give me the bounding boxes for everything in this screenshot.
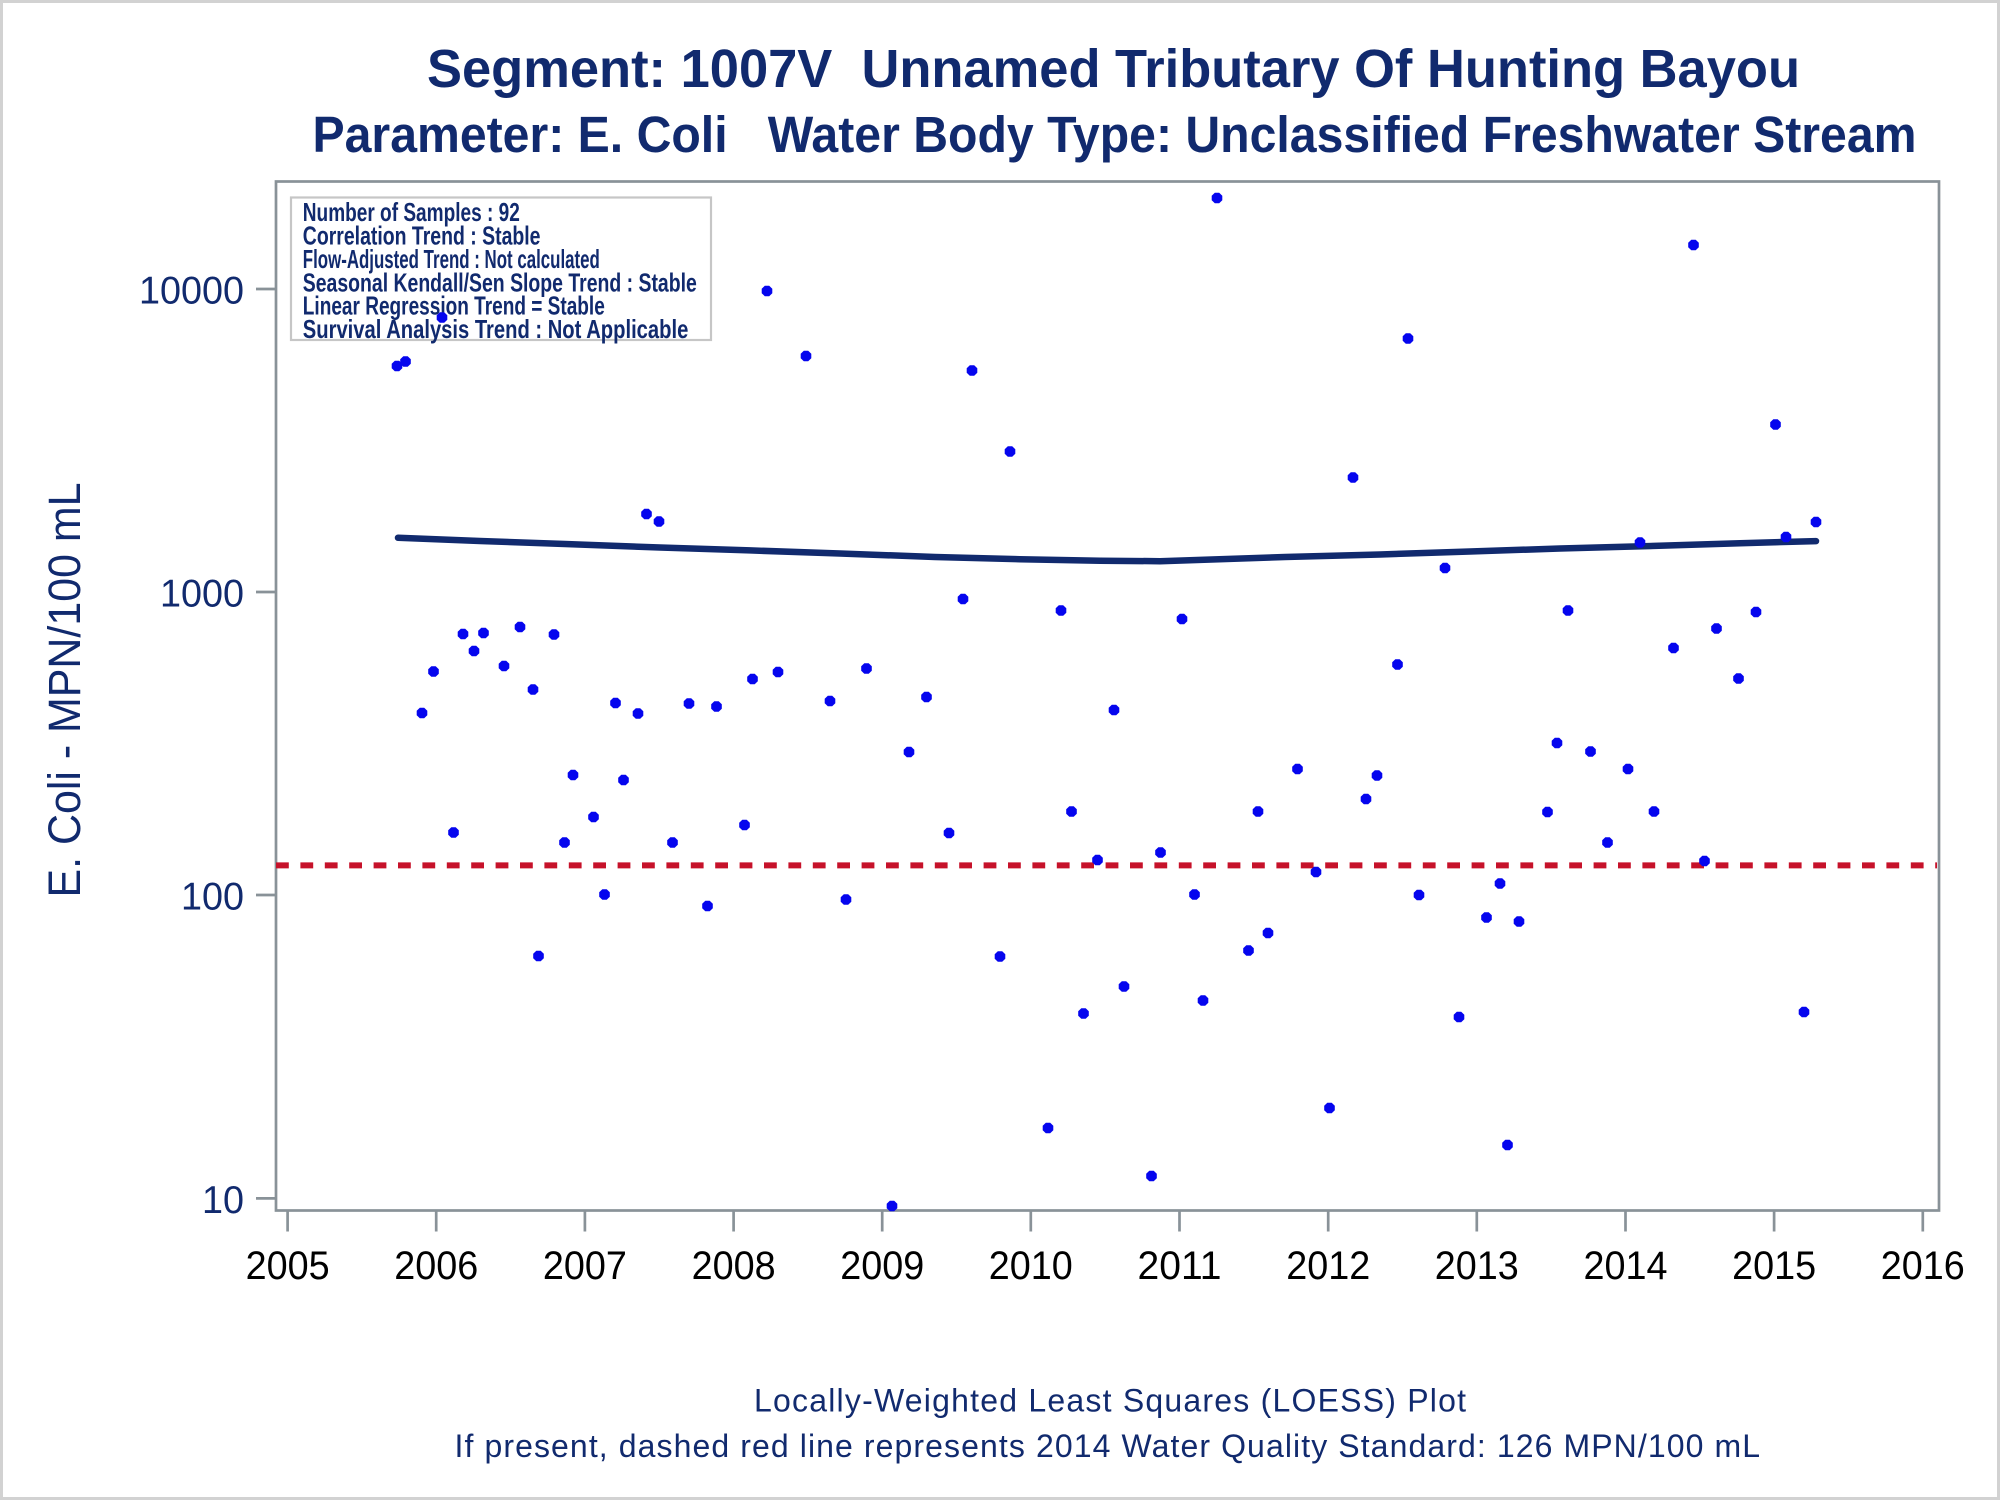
svg-text:2006: 2006 (394, 1244, 478, 1288)
svg-text:Survival Analysis Trend : Not: Survival Analysis Trend : Not Applicable (303, 314, 689, 344)
svg-text:2009: 2009 (840, 1244, 924, 1288)
svg-text:Linear Regression Trend = Stab: Linear Regression Trend = Stable (303, 291, 605, 321)
svg-text:2016: 2016 (1881, 1244, 1965, 1288)
svg-text:2012: 2012 (1286, 1244, 1370, 1288)
svg-text:100: 100 (181, 876, 244, 919)
svg-text:2005: 2005 (246, 1244, 330, 1288)
svg-text:1000: 1000 (160, 573, 244, 616)
svg-text:2013: 2013 (1435, 1244, 1519, 1288)
svg-text:2008: 2008 (692, 1244, 776, 1288)
svg-text:10000: 10000 (139, 270, 244, 313)
svg-text:10: 10 (202, 1179, 244, 1222)
svg-text:Segment: 1007V Unnamed Tribut: Segment: 1007V Unnamed Tributary Of Hunt… (427, 39, 1800, 99)
svg-text:Flow-Adjusted Trend : Not calc: Flow-Adjusted Trend : Not calculated (303, 244, 600, 274)
svg-text:Seasonal Kendall/Sen Slope Tre: Seasonal Kendall/Sen Slope Trend : Stabl… (303, 267, 697, 297)
svg-text:E. Coli - MPN/100 mL: E. Coli - MPN/100 mL (39, 483, 90, 898)
svg-text:2010: 2010 (989, 1244, 1073, 1288)
svg-text:Parameter: E. Coli Water Bod: Parameter: E. Coli Water Body Type: Uncl… (313, 106, 1917, 163)
svg-text:Locally-Weighted Least Squares: Locally-Weighted Least Squares (LOESS) P… (754, 1382, 1466, 1418)
svg-text:2014: 2014 (1584, 1244, 1668, 1288)
svg-text:If present, dashed red line re: If present, dashed red line represents 2… (455, 1428, 1760, 1464)
svg-text:2015: 2015 (1732, 1244, 1816, 1288)
svg-text:2011: 2011 (1138, 1244, 1222, 1288)
svg-text:2007: 2007 (543, 1244, 627, 1288)
svg-text:Correlation Trend : Stable: Correlation Trend : Stable (303, 221, 541, 251)
svg-text:Number of Samples : 92: Number of Samples : 92 (303, 197, 520, 227)
